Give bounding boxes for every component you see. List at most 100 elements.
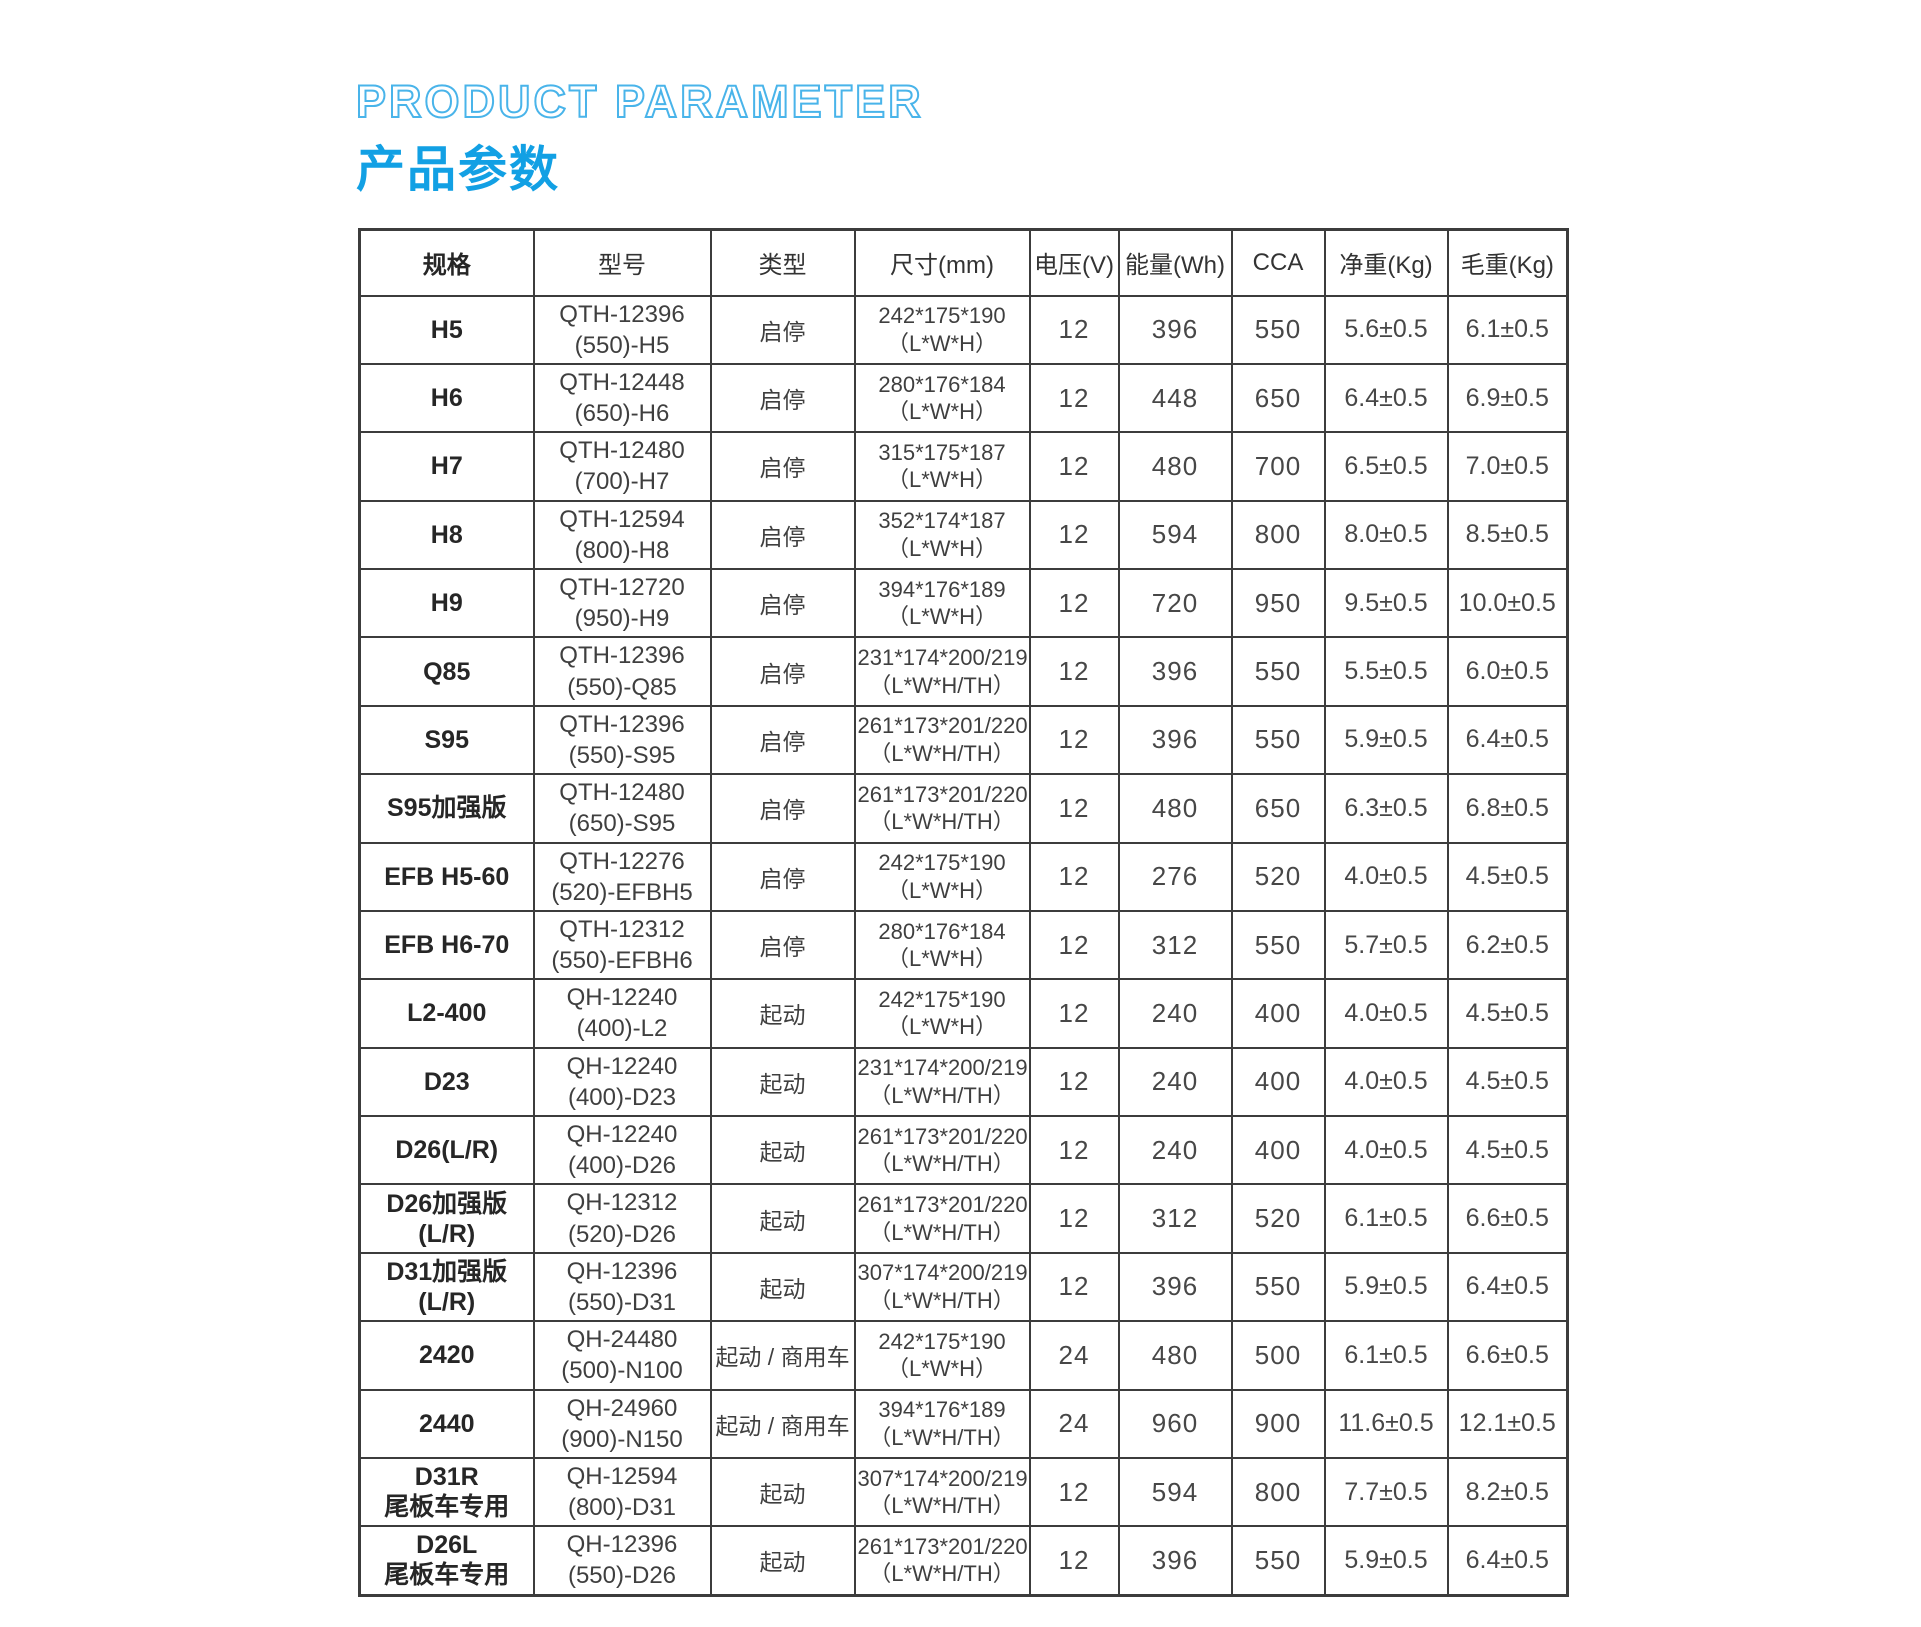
type-cell: 启停 [709, 704, 856, 776]
energy-cell: 594 [1117, 499, 1233, 571]
energy-cell: 240 [1117, 978, 1233, 1049]
header-cca: CCA [1230, 228, 1326, 297]
table-row: S95 QTH-12396 (550)-S95 启停 261*173*201/2… [358, 704, 1569, 776]
energy-cell: 594 [1117, 1456, 1233, 1528]
dimensions-cell: 231*174*200/219 （L*W*H/TH） [853, 1046, 1031, 1118]
dimensions-cell: 231*174*200/219 （L*W*H/TH） [853, 636, 1031, 707]
spec-cell: D26(L/R) [358, 1114, 535, 1186]
table-row: EFB H6-70 QTH-12312 (550)-EFBH6 启停 280*1… [358, 909, 1569, 981]
type-cell: 启停 [709, 909, 856, 981]
energy-cell: 720 [1117, 567, 1233, 639]
table-row: Q85 QTH-12396 (550)-Q85 启停 231*174*200/2… [358, 636, 1569, 707]
table-row: L2-400 QH-12240 (400)-L2 起动 242*175*190 … [358, 978, 1569, 1049]
voltage-cell: 12 [1028, 499, 1120, 571]
spec-cell: H8 [358, 499, 535, 571]
spec-cell: 2440 [358, 1388, 535, 1459]
model-cell: QTH-12312 (550)-EFBH6 [532, 909, 712, 981]
model-cell: QH-12240 (400)-D23 [532, 1046, 712, 1118]
net-weight-cell: 6.5±0.5 [1323, 431, 1449, 502]
energy-cell: 312 [1117, 909, 1233, 981]
dimensions-cell: 307*174*200/219 （L*W*H/TH） [853, 1251, 1031, 1323]
dimensions-cell: 242*175*190 （L*W*H） [853, 294, 1031, 365]
model-cell: QTH-12480 (650)-S95 [532, 773, 712, 844]
type-cell: 启停 [709, 773, 856, 844]
parameter-table: 规格 型号 类型 尺寸(mm) 电压(V) 能量(Wh) CCA 净重(Kg) … [358, 228, 1569, 1597]
net-weight-cell: 5.9±0.5 [1323, 704, 1449, 776]
dimensions-cell: 261*173*201/220 （L*W*H/TH） [853, 1525, 1031, 1597]
gross-weight-cell: 4.5±0.5 [1446, 1046, 1569, 1118]
voltage-cell: 12 [1028, 431, 1120, 502]
gross-weight-cell: 6.6±0.5 [1446, 1183, 1569, 1254]
cca-cell: 650 [1230, 362, 1326, 434]
dimensions-cell: 242*175*190 （L*W*H） [853, 841, 1031, 912]
gross-weight-cell: 6.6±0.5 [1446, 1320, 1569, 1391]
type-cell: 启停 [709, 636, 856, 707]
gross-weight-cell: 12.1±0.5 [1446, 1388, 1569, 1459]
type-cell: 起动 [709, 1456, 856, 1528]
voltage-cell: 12 [1028, 567, 1120, 639]
gross-weight-cell: 4.5±0.5 [1446, 1114, 1569, 1186]
energy-cell: 240 [1117, 1046, 1233, 1118]
net-weight-cell: 5.5±0.5 [1323, 636, 1449, 707]
type-cell: 起动 [709, 978, 856, 1049]
voltage-cell: 12 [1028, 1114, 1120, 1186]
cca-cell: 400 [1230, 978, 1326, 1049]
dimensions-cell: 352*174*187 （L*W*H） [853, 499, 1031, 571]
cca-cell: 500 [1230, 1320, 1326, 1391]
voltage-cell: 12 [1028, 1183, 1120, 1254]
model-cell: QTH-12396 (550)-Q85 [532, 636, 712, 707]
header-spec: 规格 [358, 228, 535, 297]
cca-cell: 700 [1230, 431, 1326, 502]
spec-cell: H6 [358, 362, 535, 434]
voltage-cell: 12 [1028, 773, 1120, 844]
model-cell: QTH-12396 (550)-H5 [532, 294, 712, 365]
dimensions-cell: 394*176*189 （L*W*H/TH） [853, 1388, 1031, 1459]
energy-cell: 396 [1117, 1525, 1233, 1597]
table-row: D31加强版 (L/R) QH-12396 (550)-D31 起动 307*1… [358, 1251, 1569, 1323]
model-cell: QH-12240 (400)-D26 [532, 1114, 712, 1186]
gross-weight-cell: 6.8±0.5 [1446, 773, 1569, 844]
gross-weight-cell: 6.4±0.5 [1446, 1251, 1569, 1323]
cca-cell: 550 [1230, 294, 1326, 365]
cca-cell: 550 [1230, 909, 1326, 981]
cca-cell: 800 [1230, 499, 1326, 571]
energy-cell: 480 [1117, 773, 1233, 844]
type-cell: 启停 [709, 567, 856, 639]
gross-weight-cell: 6.1±0.5 [1446, 294, 1569, 365]
header-row: 规格 型号 类型 尺寸(mm) 电压(V) 能量(Wh) CCA 净重(Kg) … [358, 228, 1569, 297]
energy-cell: 480 [1117, 1320, 1233, 1391]
dimensions-cell: 280*176*184 （L*W*H） [853, 909, 1031, 981]
gross-weight-cell: 4.5±0.5 [1446, 841, 1569, 912]
type-cell: 起动 [709, 1525, 856, 1597]
header-model: 型号 [532, 228, 712, 297]
dimensions-cell: 307*174*200/219 （L*W*H/TH） [853, 1456, 1031, 1528]
voltage-cell: 12 [1028, 841, 1120, 912]
net-weight-cell: 5.6±0.5 [1323, 294, 1449, 365]
voltage-cell: 12 [1028, 1046, 1120, 1118]
gross-weight-cell: 10.0±0.5 [1446, 567, 1569, 639]
gross-weight-cell: 6.2±0.5 [1446, 909, 1569, 981]
energy-cell: 276 [1117, 841, 1233, 912]
spec-cell: D26加强版 (L/R) [358, 1183, 535, 1254]
table-row: H7 QTH-12480 (700)-H7 启停 315*175*187 （L*… [358, 431, 1569, 502]
voltage-cell: 12 [1028, 294, 1120, 365]
table-header: 规格 型号 类型 尺寸(mm) 电压(V) 能量(Wh) CCA 净重(Kg) … [358, 228, 1569, 297]
spec-cell: S95 [358, 704, 535, 776]
dimensions-cell: 261*173*201/220 （L*W*H/TH） [853, 704, 1031, 776]
table-row: D31R 尾板车专用 QH-12594 (800)-D31 起动 307*174… [358, 1456, 1569, 1528]
voltage-cell: 12 [1028, 636, 1120, 707]
model-cell: QTH-12448 (650)-H6 [532, 362, 712, 434]
voltage-cell: 12 [1028, 909, 1120, 981]
model-cell: QH-12396 (550)-D26 [532, 1525, 712, 1597]
dimensions-cell: 280*176*184 （L*W*H） [853, 362, 1031, 434]
gross-weight-cell: 6.0±0.5 [1446, 636, 1569, 707]
voltage-cell: 12 [1028, 1525, 1120, 1597]
dimensions-cell: 261*173*201/220 （L*W*H/TH） [853, 1114, 1031, 1186]
model-cell: QH-24960 (900)-N150 [532, 1388, 712, 1459]
type-cell: 起动 [709, 1251, 856, 1323]
header-gross-weight: 毛重(Kg) [1446, 228, 1569, 297]
page-title-en: PRODUCT PARAMETER [355, 75, 924, 128]
spec-cell: H7 [358, 431, 535, 502]
cca-cell: 550 [1230, 636, 1326, 707]
net-weight-cell: 4.0±0.5 [1323, 1046, 1449, 1118]
